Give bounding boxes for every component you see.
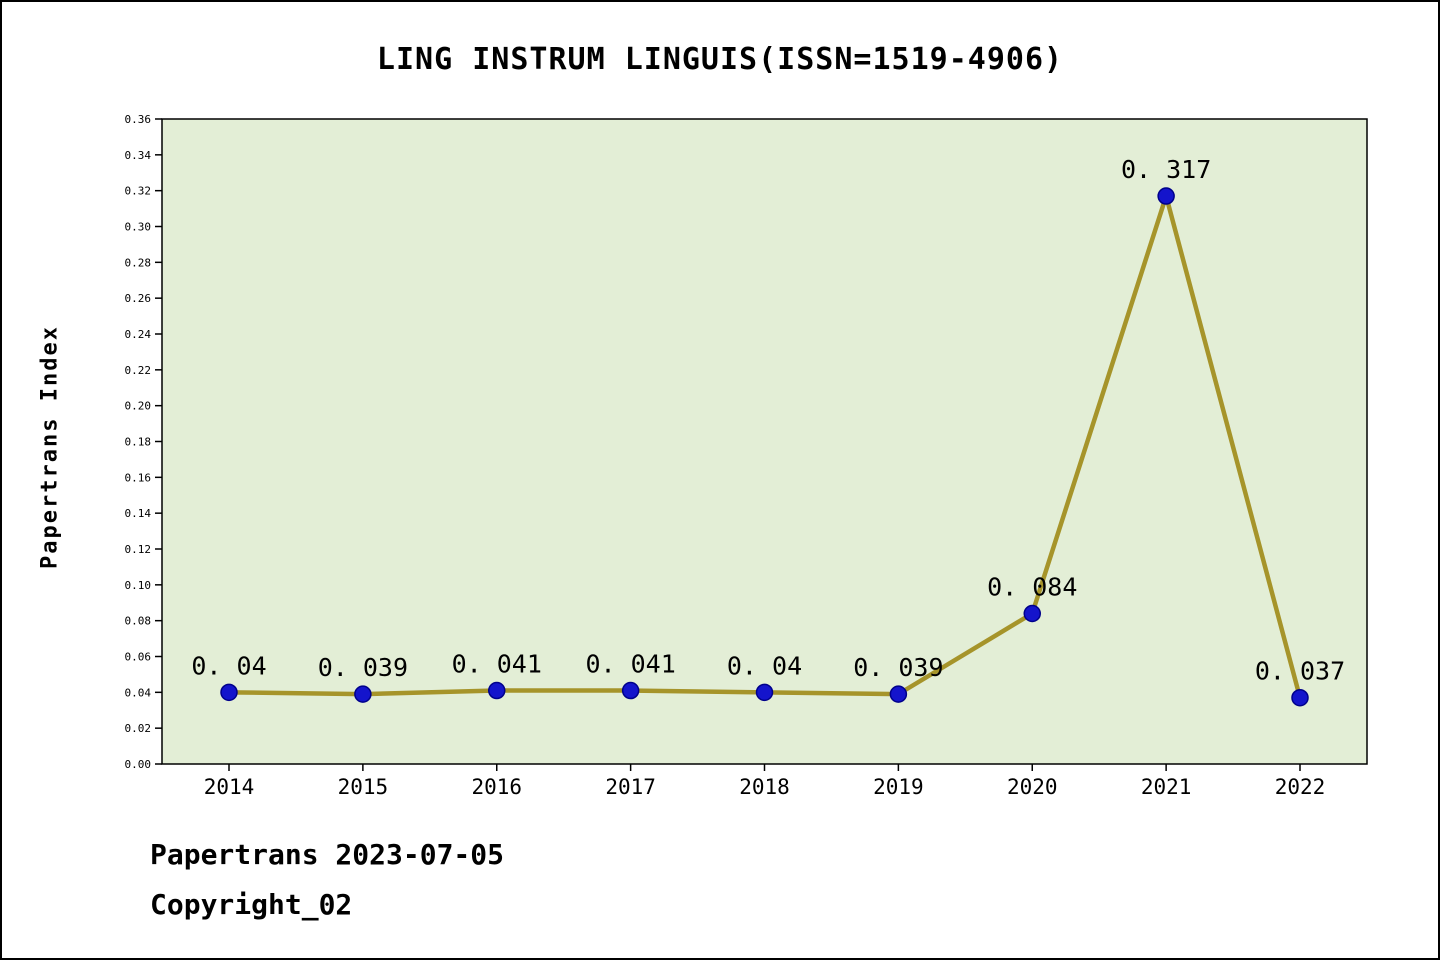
svg-text:2015: 2015 [338, 775, 389, 799]
svg-text:0.34: 0.34 [125, 149, 152, 162]
svg-text:0. 039: 0. 039 [853, 653, 943, 682]
svg-text:2016: 2016 [471, 775, 522, 799]
svg-text:0.32: 0.32 [125, 185, 152, 198]
svg-text:0.20: 0.20 [125, 400, 152, 413]
svg-text:0.02: 0.02 [125, 722, 152, 735]
svg-text:0. 04: 0. 04 [191, 651, 266, 680]
svg-text:2021: 2021 [1141, 775, 1192, 799]
svg-text:0.28: 0.28 [125, 256, 152, 269]
svg-text:2019: 2019 [873, 775, 924, 799]
svg-text:0.24: 0.24 [125, 328, 152, 341]
svg-text:0. 041: 0. 041 [452, 650, 542, 679]
svg-text:0.22: 0.22 [125, 364, 152, 377]
svg-text:0.04: 0.04 [125, 686, 152, 699]
svg-text:2014: 2014 [204, 775, 255, 799]
svg-text:0.18: 0.18 [125, 436, 152, 449]
svg-text:0.16: 0.16 [125, 471, 152, 484]
svg-text:0. 037: 0. 037 [1255, 657, 1345, 686]
svg-text:0.06: 0.06 [125, 651, 152, 664]
svg-text:0. 04: 0. 04 [727, 651, 802, 680]
svg-text:2020: 2020 [1007, 775, 1058, 799]
svg-text:0.36: 0.36 [125, 113, 152, 126]
svg-text:0.30: 0.30 [125, 221, 152, 234]
svg-text:0.10: 0.10 [125, 579, 152, 592]
svg-text:0. 317: 0. 317 [1121, 155, 1211, 184]
footer-date: Papertrans 2023-07-05 [150, 838, 505, 871]
svg-text:0.00: 0.00 [125, 758, 152, 771]
svg-text:0.26: 0.26 [125, 292, 152, 305]
svg-text:0.12: 0.12 [125, 543, 152, 556]
svg-text:2017: 2017 [605, 775, 656, 799]
svg-text:0.08: 0.08 [125, 615, 152, 628]
footer-copyright: Copyright_02 [150, 888, 353, 921]
chart-title: LING INSTRUM LINGUIS(ISSN=1519-4906) [376, 42, 1064, 77]
svg-text:2018: 2018 [739, 775, 790, 799]
svg-text:0. 041: 0. 041 [585, 650, 675, 679]
svg-text:2022: 2022 [1275, 775, 1326, 799]
svg-text:0.14: 0.14 [125, 507, 152, 520]
svg-text:0. 039: 0. 039 [318, 653, 408, 682]
svg-text:0. 084: 0. 084 [987, 573, 1077, 602]
